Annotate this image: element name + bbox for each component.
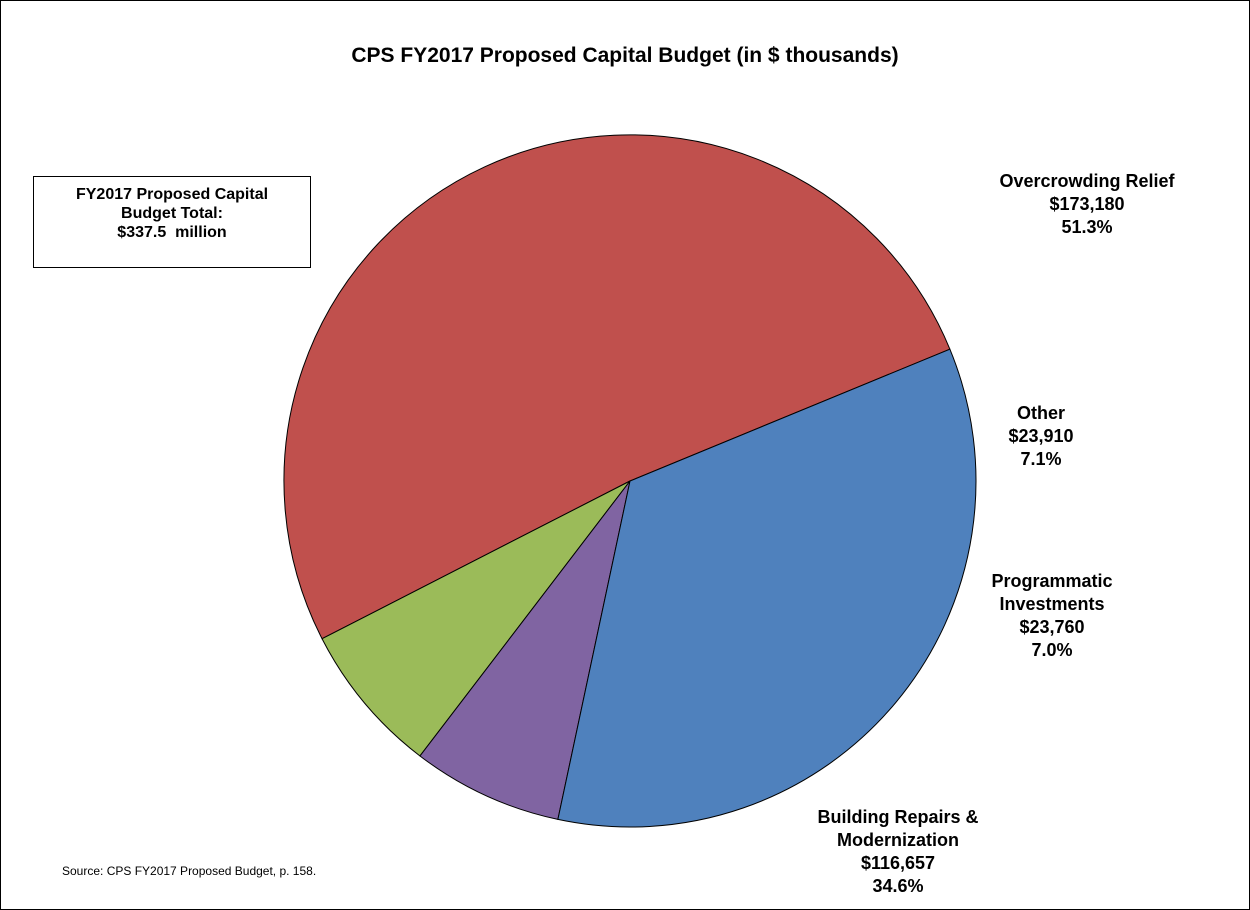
pie-slice-overcrowding-relief — [283, 134, 951, 640]
pie-slice-other — [321, 480, 631, 757]
budget-total-box: FY2017 Proposed Capital Budget Total: $3… — [33, 176, 311, 268]
slice-label-line: Investments — [999, 594, 1105, 614]
source-note: Source: CPS FY2017 Proposed Budget, p. 1… — [62, 864, 317, 878]
budget-total-line-1: FY2017 Proposed Capital — [75, 186, 269, 203]
slice-percent-label: 34.6% — [872, 876, 924, 896]
slice-value-label: $23,760 — [1019, 617, 1085, 637]
slice-label-overcrowding-relief: Overcrowding Relief $173,180 51.3% — [937, 170, 1237, 239]
slice-percent-label: 7.1% — [1020, 449, 1062, 469]
budget-total-line-2: Budget Total: — [121, 205, 223, 222]
slice-label-other: Other $23,910 7.1% — [891, 402, 1191, 471]
slice-label-building-repairs-modernization: Building Repairs & Modernization $116,657 3… — [748, 806, 1048, 898]
slice-label-line: Other — [1016, 403, 1065, 423]
slice-value-label: $23,910 — [1008, 426, 1074, 446]
chart-title: CPS FY2017 Proposed Capital Budget (in $… — [351, 44, 899, 67]
slice-label-line: Modernization — [837, 830, 959, 850]
budget-total-line-3: $337.5 million — [117, 224, 227, 241]
pie-slice-building-repairs-modernization — [557, 348, 977, 828]
slice-label-programmatic-investments: Programmatic Investments $23,760 7.0% — [902, 570, 1202, 662]
slice-value-label: $116,657 — [860, 853, 936, 873]
slice-percent-label: 51.3% — [1061, 217, 1113, 237]
slice-label-line: Programmatic — [991, 571, 1113, 591]
slice-label-line: Building Repairs & — [817, 807, 979, 827]
pie-slice-programmatic-investments — [419, 480, 631, 820]
slice-label-line: Overcrowding Relief — [999, 171, 1175, 191]
slice-value-label: $173,180 — [1049, 194, 1125, 214]
slice-percent-label: 7.0% — [1031, 640, 1073, 660]
